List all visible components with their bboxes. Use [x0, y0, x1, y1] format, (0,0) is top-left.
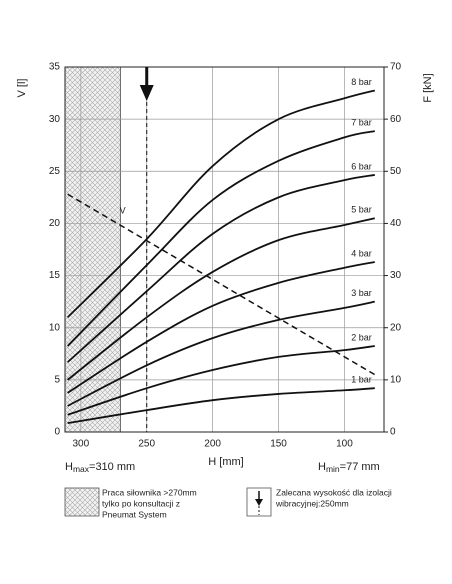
x-tick-label: 300 — [72, 439, 89, 450]
series-label: 5 bar — [351, 205, 372, 215]
recommended-height-arrowhead — [139, 85, 154, 101]
series-label: V — [120, 206, 126, 216]
y2-tick-label: 30 — [390, 270, 402, 281]
series-label: 8 bar — [351, 77, 372, 87]
series-line — [67, 89, 375, 318]
series-line — [67, 300, 375, 407]
legend-text: Praca siłownika >270mm — [102, 487, 197, 497]
series-line — [67, 261, 375, 394]
series-label: 2 bar — [351, 332, 372, 342]
h-max-label: Hmax=310 mm — [65, 461, 135, 474]
x-tick-label: 200 — [204, 439, 221, 450]
legend-text: tylko po konsultacji z — [102, 498, 180, 508]
y-tick-label: 15 — [49, 270, 61, 281]
y-tick-label: 35 — [49, 62, 61, 73]
y-tick-label: 30 — [49, 114, 61, 125]
y2-tick-label: 70 — [390, 62, 402, 73]
y2-tick-label: 10 — [390, 374, 402, 385]
series-line — [67, 387, 375, 425]
y-tick-label: 5 — [54, 374, 60, 385]
series-line — [67, 345, 375, 416]
y2-tick-label: 50 — [390, 166, 402, 177]
legend-text: Pneumat System — [102, 509, 167, 519]
series-label: 3 bar — [351, 288, 372, 298]
x-tick-label: 150 — [270, 439, 287, 450]
y-tick-label: 20 — [49, 218, 61, 229]
h-min-label: Hmin=77 mm — [318, 461, 380, 474]
x-tick-label: 100 — [336, 439, 353, 450]
y-axis-label: V [l] — [16, 79, 28, 98]
legend-text: Zalecana wysokość dla izolacji — [276, 487, 392, 497]
y2-tick-label: 40 — [390, 218, 402, 229]
legend-arrow-head — [255, 499, 263, 506]
y-tick-label: 0 — [54, 427, 60, 438]
y2-axis-label: F [kN] — [422, 73, 434, 102]
y2-tick-label: 60 — [390, 114, 402, 125]
y2-tick-label: 0 — [390, 427, 396, 438]
y-tick-label: 10 — [49, 322, 61, 333]
x-tick-label: 250 — [138, 439, 155, 450]
series-line — [67, 217, 375, 381]
legend-hatch-swatch — [64, 487, 100, 517]
y-tick-label: 25 — [49, 166, 61, 177]
y2-tick-label: 20 — [390, 322, 402, 333]
series-line — [67, 174, 375, 363]
plot-frame — [64, 66, 385, 433]
series-label: 4 bar — [351, 248, 372, 258]
series-label: 6 bar — [351, 161, 372, 171]
legend-text: wibracyjnej:250mm — [275, 498, 349, 508]
x-axis-label: H [mm] — [208, 456, 243, 468]
series-line — [66, 130, 375, 347]
series-label: 7 bar — [351, 118, 372, 128]
series-label: 1 bar — [351, 375, 372, 385]
